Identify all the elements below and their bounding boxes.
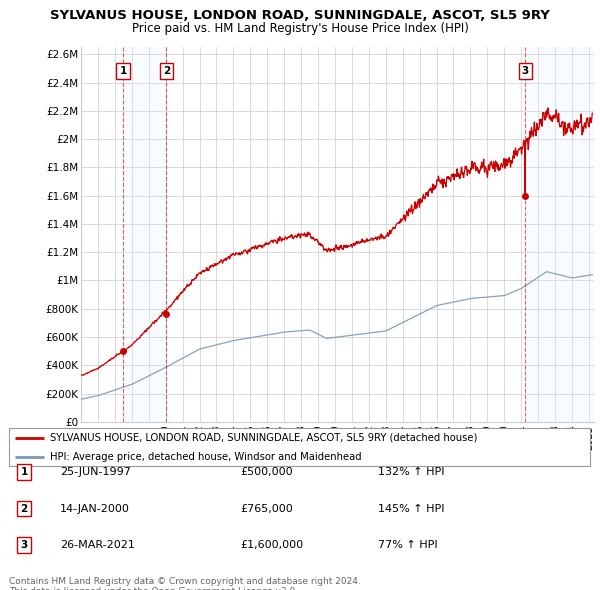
- Text: Contains HM Land Registry data © Crown copyright and database right 2024.
This d: Contains HM Land Registry data © Crown c…: [9, 577, 361, 590]
- Text: 2: 2: [20, 504, 28, 513]
- Bar: [525, 47, 594, 422]
- Text: 132% ↑ HPI: 132% ↑ HPI: [378, 467, 445, 477]
- Text: 14-JAN-2000: 14-JAN-2000: [60, 504, 130, 513]
- Text: HPI: Average price, detached house, Windsor and Maidenhead: HPI: Average price, detached house, Wind…: [50, 453, 362, 462]
- Text: £500,000: £500,000: [240, 467, 293, 477]
- Text: 25-JUN-1997: 25-JUN-1997: [60, 467, 131, 477]
- Text: 26-MAR-2021: 26-MAR-2021: [60, 540, 135, 550]
- Bar: [123, 47, 166, 422]
- Text: 2: 2: [163, 66, 170, 76]
- Text: 3: 3: [20, 540, 28, 550]
- Text: 145% ↑ HPI: 145% ↑ HPI: [378, 504, 445, 513]
- Text: Price paid vs. HM Land Registry's House Price Index (HPI): Price paid vs. HM Land Registry's House …: [131, 22, 469, 35]
- Text: SYLVANUS HOUSE, LONDON ROAD, SUNNINGDALE, ASCOT, SL5 9RY: SYLVANUS HOUSE, LONDON ROAD, SUNNINGDALE…: [50, 9, 550, 22]
- Text: 3: 3: [521, 66, 529, 76]
- Text: £765,000: £765,000: [240, 504, 293, 513]
- Text: 77% ↑ HPI: 77% ↑ HPI: [378, 540, 437, 550]
- Text: 1: 1: [119, 66, 127, 76]
- Text: £1,600,000: £1,600,000: [240, 540, 303, 550]
- Text: 1: 1: [20, 467, 28, 477]
- Text: SYLVANUS HOUSE, LONDON ROAD, SUNNINGDALE, ASCOT, SL5 9RY (detached house): SYLVANUS HOUSE, LONDON ROAD, SUNNINGDALE…: [50, 433, 478, 443]
